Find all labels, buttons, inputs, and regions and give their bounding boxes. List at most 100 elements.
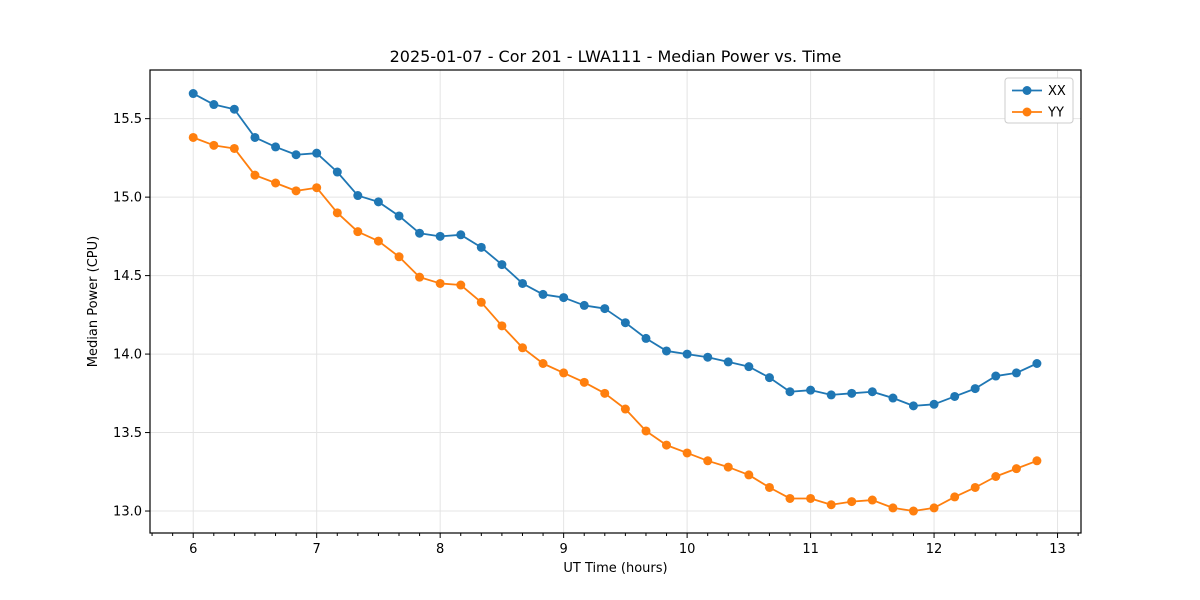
- series-YY-marker: [806, 493, 816, 503]
- series-XX-marker: [826, 390, 836, 400]
- series-XX-marker: [908, 401, 918, 411]
- series-YY-marker: [291, 186, 301, 196]
- series-XX-marker: [641, 333, 651, 343]
- x-tick-label: 12: [926, 542, 943, 557]
- series-YY-marker: [826, 500, 836, 510]
- series-YY-marker: [1011, 464, 1021, 474]
- series-YY-marker: [867, 495, 877, 505]
- series-XX-marker: [312, 148, 322, 158]
- series-XX-marker: [373, 197, 383, 207]
- series-YY-marker: [661, 440, 671, 450]
- y-tick-label: 15.0: [113, 191, 142, 206]
- series-YY-marker: [209, 140, 219, 150]
- series-XX-line: [192, 92, 1038, 407]
- series-YY-marker: [312, 183, 322, 193]
- series-YY-marker: [847, 497, 857, 507]
- series-XX-marker: [806, 385, 816, 395]
- series-layer: [188, 89, 1042, 516]
- x-tick-label: 7: [313, 542, 321, 557]
- series-YY-marker: [271, 178, 281, 188]
- series-XX-marker: [394, 211, 404, 221]
- series-YY-marker: [908, 506, 918, 516]
- legend-marker-sample: [1022, 86, 1032, 95]
- series-XX-marker: [929, 399, 939, 409]
- series-XX-marker: [847, 388, 857, 398]
- series-XX-marker: [579, 300, 589, 310]
- series-YY-marker: [970, 482, 980, 492]
- series-XX-marker: [600, 304, 610, 314]
- series-YY-marker: [764, 482, 774, 492]
- series-XX-marker: [970, 384, 980, 394]
- legend-item-label: YY: [1047, 106, 1064, 121]
- series-XX-marker: [559, 293, 569, 303]
- series-YY-marker: [579, 377, 589, 387]
- series-XX-marker: [271, 142, 281, 152]
- series-YY-marker: [373, 236, 383, 246]
- series-XX-marker: [435, 231, 445, 241]
- chart-title: 2025-01-07 - Cor 201 - LWA111 - Median P…: [390, 47, 842, 66]
- series-YY-marker: [394, 252, 404, 262]
- series-XX-marker: [209, 100, 219, 110]
- plot-border: [149, 69, 1082, 534]
- series-XX-marker: [723, 357, 733, 367]
- series-YY-marker: [518, 343, 528, 353]
- series-XX-marker: [1011, 368, 1021, 378]
- series-XX-marker: [703, 352, 713, 362]
- series-XX-marker: [764, 373, 774, 383]
- x-tick-label: 13: [1049, 542, 1066, 557]
- y-tick-label: 14.0: [113, 348, 142, 363]
- series-YY-marker: [950, 492, 960, 502]
- series-XX-marker: [1032, 358, 1042, 368]
- series-XX-marker: [250, 132, 260, 142]
- series-YY-marker: [703, 456, 713, 466]
- y-tick-label: 13.5: [113, 426, 142, 441]
- series-YY-marker: [415, 272, 425, 282]
- series-YY-marker: [682, 448, 692, 458]
- series-XX-marker: [456, 230, 466, 240]
- series-XX-marker: [888, 393, 898, 403]
- series-YY-marker: [559, 368, 569, 378]
- series-YY-marker: [497, 321, 507, 331]
- legend-marker-sample: [1022, 107, 1032, 117]
- series-YY-marker: [250, 170, 260, 180]
- x-tick-label: 11: [802, 542, 819, 557]
- x-tick-label: 10: [679, 542, 696, 557]
- x-axis-label: UT Time (hours): [563, 561, 667, 576]
- series-XX-marker: [950, 391, 960, 401]
- series-YY-marker: [723, 462, 733, 472]
- series-XX-marker: [991, 371, 1001, 381]
- series-YY-marker: [332, 208, 342, 218]
- x-tick-label: 9: [559, 542, 567, 557]
- series-XX-marker: [744, 362, 754, 372]
- series-YY-marker: [600, 388, 610, 398]
- y-axis-label: Median Power (CPU): [86, 236, 101, 367]
- series-YY-marker: [641, 426, 651, 436]
- series-YY-marker: [476, 297, 486, 307]
- series-YY-marker: [991, 471, 1001, 481]
- series-YY-marker: [188, 132, 198, 142]
- series-XX-marker: [620, 318, 630, 328]
- series-XX-marker: [291, 150, 301, 160]
- series-XX-marker: [332, 167, 342, 177]
- series-XX-marker: [538, 289, 548, 299]
- series-YY-line: [192, 136, 1038, 512]
- series-XX-marker: [518, 278, 528, 288]
- axes-ticks-layer: 6 7 8 9 10 11 12 13 13.0 13.5 14.0 14.5 15.0 15.5: [113, 112, 1079, 557]
- series-YY-marker: [435, 278, 445, 288]
- series-YY-marker: [1032, 456, 1042, 466]
- series-YY-marker: [744, 470, 754, 480]
- series-YY-marker: [785, 493, 795, 503]
- series-YY-marker: [456, 280, 466, 290]
- legend: XX YY: [1004, 77, 1074, 124]
- series-YY-marker: [229, 143, 239, 153]
- y-tick-label: 13.0: [113, 505, 142, 520]
- x-tick-label: 8: [436, 542, 444, 557]
- legend-item-label: XX: [1048, 84, 1066, 99]
- series-YY-marker: [353, 227, 363, 237]
- series-XX-marker: [229, 104, 239, 114]
- y-tick-label: 14.5: [113, 269, 142, 284]
- series-YY-marker: [929, 503, 939, 513]
- series-XX-marker: [661, 346, 671, 356]
